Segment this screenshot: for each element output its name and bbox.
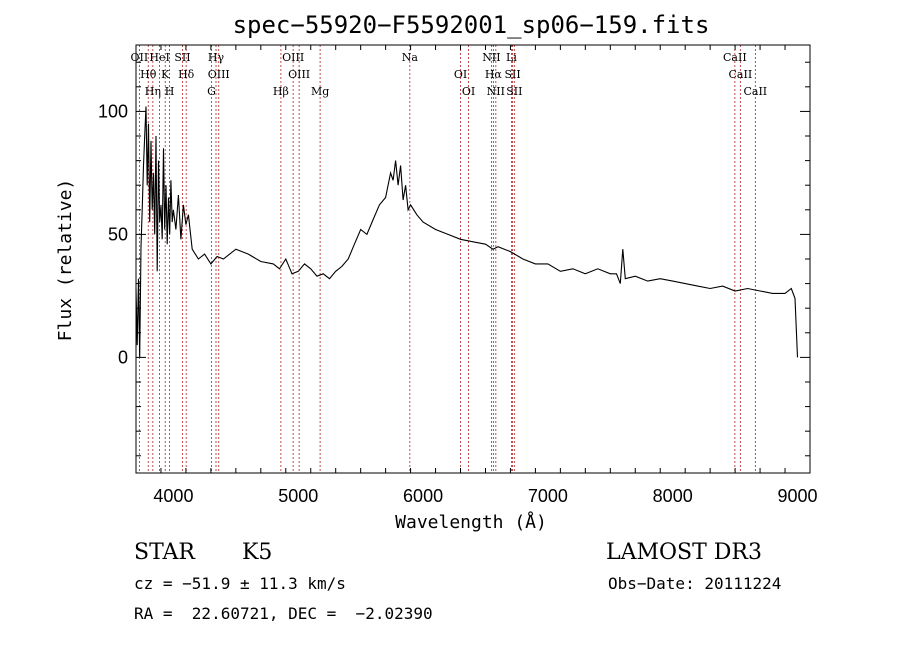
line-label: G bbox=[207, 85, 216, 98]
y-axis-ticks: 0 50 100 bbox=[98, 61, 810, 457]
line-label: Hβ bbox=[273, 85, 289, 98]
redshift-cz: cz = −51.9 ± 11.3 km/s bbox=[134, 574, 346, 593]
ra-dec: RA = 22.60721, DEC = −2.02390 bbox=[134, 604, 433, 623]
line-label: SII bbox=[504, 68, 520, 81]
line-label: OIII bbox=[282, 51, 304, 64]
line-label: Hθ bbox=[140, 68, 157, 81]
line-label: Na bbox=[402, 51, 419, 64]
line-label: OI bbox=[454, 68, 467, 81]
line-label: NII bbox=[482, 51, 500, 64]
line-label: OI bbox=[462, 85, 475, 98]
line-label: OIII bbox=[288, 68, 310, 81]
spectral-line-labels: OIIHθHηHeIKHSIIHδGHγOIIIHβOIIIOIIIMgNaOI… bbox=[131, 51, 768, 98]
x-tick-label: 9000 bbox=[777, 486, 817, 506]
line-label: CaII bbox=[723, 51, 747, 64]
line-label: SII bbox=[174, 51, 190, 64]
x-tick-label: 7000 bbox=[528, 486, 568, 506]
x-tick-label: 5000 bbox=[278, 486, 318, 506]
line-label: Mg bbox=[311, 85, 329, 98]
y-tick-label: 100 bbox=[98, 101, 128, 121]
line-label: OIII bbox=[208, 68, 230, 81]
chart-title: spec−55920−F5592001_sp06−159.fits bbox=[233, 11, 710, 39]
x-tick-label: 6000 bbox=[403, 486, 443, 506]
line-label: H bbox=[165, 85, 175, 98]
y-axis-label: Flux (relative) bbox=[55, 179, 76, 342]
line-label: OII bbox=[131, 51, 149, 64]
object-class: STAR bbox=[134, 540, 195, 565]
spectrum-series bbox=[135, 106, 799, 358]
line-label: Hδ bbox=[178, 68, 195, 81]
line-label: CaII bbox=[743, 85, 767, 98]
line-label: K bbox=[161, 68, 170, 81]
line-label: Hγ bbox=[208, 51, 225, 64]
x-tick-label: 4000 bbox=[153, 486, 193, 506]
line-label: SII bbox=[506, 85, 522, 98]
x-tick-label: 8000 bbox=[653, 486, 693, 506]
spectral-line-markers bbox=[138, 45, 756, 473]
line-label: Hα bbox=[485, 68, 503, 81]
line-label: Li bbox=[506, 51, 517, 64]
survey-label: LAMOST DR3 bbox=[606, 540, 762, 565]
obs-date: Obs−Date: 20111224 bbox=[608, 574, 782, 593]
object-subclass: K5 bbox=[242, 540, 273, 565]
line-label: Hη bbox=[145, 85, 161, 98]
line-label: HeI bbox=[149, 51, 169, 64]
line-label: NII bbox=[487, 85, 505, 98]
y-tick-label: 50 bbox=[108, 224, 128, 244]
x-axis-label: Wavelength (Å) bbox=[395, 511, 547, 533]
plot-frame bbox=[135, 44, 811, 474]
line-label: CaII bbox=[729, 68, 753, 81]
y-tick-label: 0 bbox=[118, 347, 128, 367]
x-axis-ticks: 4000 5000 6000 7000 8000 9000 bbox=[135, 45, 818, 506]
